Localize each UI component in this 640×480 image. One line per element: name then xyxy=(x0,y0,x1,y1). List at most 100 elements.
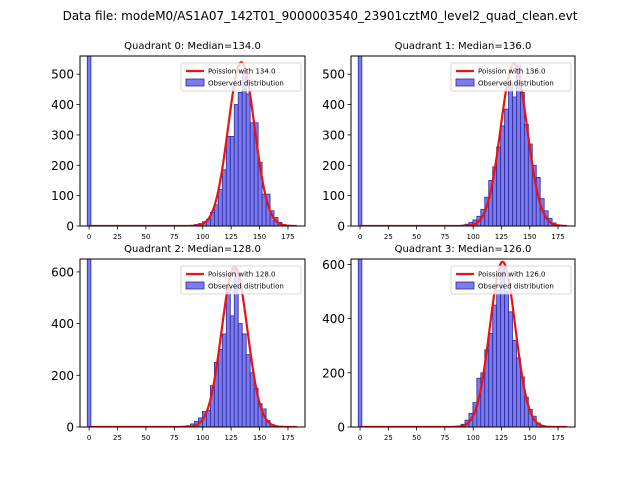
quadrant-1-ytick-label-2: 200 xyxy=(322,159,345,173)
quadrant-0-xtick-label-4: 100 xyxy=(196,233,209,241)
quadrant-3-xtick-label-5: 125 xyxy=(495,434,508,442)
quadrant-1-bar-12 xyxy=(508,82,513,226)
quadrant-2-bar-15 xyxy=(241,333,247,427)
quadrant-1-legend-bar-swatch xyxy=(455,78,475,87)
quadrant-3-ytick-label-3: 600 xyxy=(322,258,345,272)
quadrant-1-xtick-label-0: 0 xyxy=(358,233,362,241)
quadrant-0-xtick-label-1: 25 xyxy=(113,233,122,241)
quadrant-3-xtick-label-7: 175 xyxy=(551,434,564,442)
quadrant-3-ytick-label-0: 0 xyxy=(337,421,345,435)
quadrant-0-chart: Quadrant 0: Median=134.0 0 25 50 75 100 125 150… xyxy=(51,41,306,241)
quadrant-3-bar-8 xyxy=(488,333,494,427)
quadrant-1-axes-frame xyxy=(350,55,576,227)
quadrant-0-bar-6 xyxy=(213,204,219,226)
quadrant-2-legend-box xyxy=(180,265,302,295)
quadrant-2-legend-bar-label: Observed distribution xyxy=(208,283,284,291)
quadrant-0-legend: Poission with 134.0 Observed distribution xyxy=(180,62,302,92)
quadrant-0-bar-11 xyxy=(233,104,239,226)
quadrant-2-bar-9 xyxy=(217,349,223,427)
quadrant-1-xtick-label-6: 150 xyxy=(523,233,536,241)
quadrant-3-legend-bar-swatch xyxy=(455,281,475,290)
quadrant-1-ytick-label-5: 500 xyxy=(322,68,345,82)
quadrant-3-plot-area xyxy=(357,259,568,427)
quadrant-3-bar-12 xyxy=(504,291,509,427)
quadrant-0-xtick-label-0: 0 xyxy=(87,233,91,241)
quadrant-1-xtick-label-5: 125 xyxy=(495,233,508,241)
quadrant-0-xtick-label-6: 150 xyxy=(253,233,266,241)
quadrant-0-bar-13 xyxy=(241,70,247,226)
quadrant-2-xtick-label-1: 25 xyxy=(113,434,122,442)
quadrant-1-bar-15 xyxy=(520,92,525,226)
quadrant-2-xtick-label-5: 125 xyxy=(224,434,237,442)
quadrant-3-legend: Poission with 126.0 Observed distribution xyxy=(450,265,572,295)
quadrant-3-xtick-label-2: 50 xyxy=(412,434,421,442)
quadrant-0-ytick-label-5: 500 xyxy=(51,68,74,82)
quadrant-1-xtick-label-3: 75 xyxy=(440,233,449,241)
quadrant-1-legend-curve-label: Poission with 136.0 xyxy=(478,68,546,76)
quadrant-3-xtick-label-0: 0 xyxy=(358,434,362,442)
quadrant-1-ytick-label-0: 0 xyxy=(337,220,345,234)
quadrant-2-xtick-label-0: 0 xyxy=(87,434,91,442)
quadrant-1-title: Quadrant 1: Median=136.0 xyxy=(395,41,532,52)
quadrant-1-xtick-label-1: 25 xyxy=(384,233,393,241)
quadrant-2-title: Quadrant 2: Median=128.0 xyxy=(124,244,261,255)
quadrant-0-bar-14 xyxy=(245,93,251,226)
quadrant-1-ytick-label-1: 100 xyxy=(322,189,345,203)
quadrant-2-zero-spike-bar xyxy=(86,259,92,427)
quadrant-3-ytick-label-2: 400 xyxy=(322,312,345,326)
quadrant-3-xtick-label-6: 150 xyxy=(523,434,536,442)
quadrant-0-zero-spike-bar xyxy=(86,56,92,226)
quadrant-0-xtick-label-2: 50 xyxy=(141,233,150,241)
quadrant-2-bar-12 xyxy=(229,315,235,427)
quadrant-3-xtick-label-1: 25 xyxy=(384,434,393,442)
quadrant-0-ytick-label-3: 300 xyxy=(51,128,74,142)
quadrant-0-bar-15 xyxy=(249,122,255,226)
quadrant-2-xtick-label-2: 50 xyxy=(141,434,150,442)
quadrant-3-ytick-label-1: 200 xyxy=(322,366,345,380)
quadrant-2-poisson-curve xyxy=(89,265,298,427)
quadrant-0-xtick-label-7: 175 xyxy=(281,233,294,241)
quadrant-0-ytick-label-0: 0 xyxy=(66,220,74,234)
quadrant-0-ytick-label-2: 200 xyxy=(51,159,74,173)
quadrant-2-ytick-label-1: 200 xyxy=(51,369,74,383)
quadrant-0-ytick-label-1: 100 xyxy=(51,189,74,203)
quadrant-1-chart: Quadrant 1: Median=136.0 0 25 50 75 100 125 150… xyxy=(322,41,576,241)
quadrant-0-ytick-label-4: 400 xyxy=(51,98,74,112)
quadrant-0-legend-curve-label: Poission with 134.0 xyxy=(208,68,276,76)
quadrant-3-bar-9 xyxy=(492,304,498,427)
quadrant-2-bar-14 xyxy=(237,323,243,427)
quadrant-3-xtick-label-3: 75 xyxy=(440,434,449,442)
quadrant-0-plot-area xyxy=(86,56,298,226)
quadrant-1-legend: Poission with 136.0 Observed distribution xyxy=(450,62,572,92)
quadrant-0-bar-12 xyxy=(237,92,243,226)
quadrant-0-bar-8 xyxy=(221,169,227,226)
quadrant-1-legend-bar-label: Observed distribution xyxy=(478,80,554,88)
quadrant-1-xtick-label-7: 175 xyxy=(551,233,564,241)
quadrant-2-xtick-label-7: 175 xyxy=(281,434,294,442)
quadrant-1-bar-13 xyxy=(512,96,517,226)
quadrant-2-ytick-label-3: 600 xyxy=(51,265,74,279)
quadrant-2-axes-frame xyxy=(79,258,306,428)
quadrant-1-xtick-label-4: 100 xyxy=(466,233,479,241)
quadrant-2-bar-11 xyxy=(225,287,231,427)
quadrant-3-title: Quadrant 3: Median=126.0 xyxy=(395,244,532,255)
quadrant-3-legend-curve-label: Poission with 126.0 xyxy=(478,271,546,279)
quadrant-3-poisson-curve xyxy=(360,260,568,427)
quadrant-1-ytick-label-4: 400 xyxy=(322,98,345,112)
quadrant-2-xtick-label-3: 75 xyxy=(170,434,179,442)
quadrant-3-bar-14 xyxy=(512,339,517,427)
quadrant-0-title: Quadrant 0: Median=134.0 xyxy=(124,41,261,52)
quadrant-3-bar-13 xyxy=(508,311,513,427)
figure-title: Data file: modeM0/AS1A07_142T01_90000035… xyxy=(63,9,578,23)
quadrant-2-xtick-label-4: 100 xyxy=(196,434,209,442)
quadrant-0-bar-10 xyxy=(229,136,235,226)
quadrant-1-xtick-label-2: 50 xyxy=(412,233,421,241)
quadrant-0-xtick-label-5: 125 xyxy=(224,233,237,241)
quadrant-0-axes-frame xyxy=(79,55,306,227)
quadrant-3-axes-frame xyxy=(350,258,576,428)
quadrant-0-bar-7 xyxy=(217,189,223,226)
quadrant-0-bar-9 xyxy=(225,136,231,226)
quadrant-3-xtick-label-4: 100 xyxy=(466,434,479,442)
quadrant-2-legend-curve-label: Poission with 128.0 xyxy=(208,271,276,279)
quadrant-3-bar-10 xyxy=(496,289,502,427)
